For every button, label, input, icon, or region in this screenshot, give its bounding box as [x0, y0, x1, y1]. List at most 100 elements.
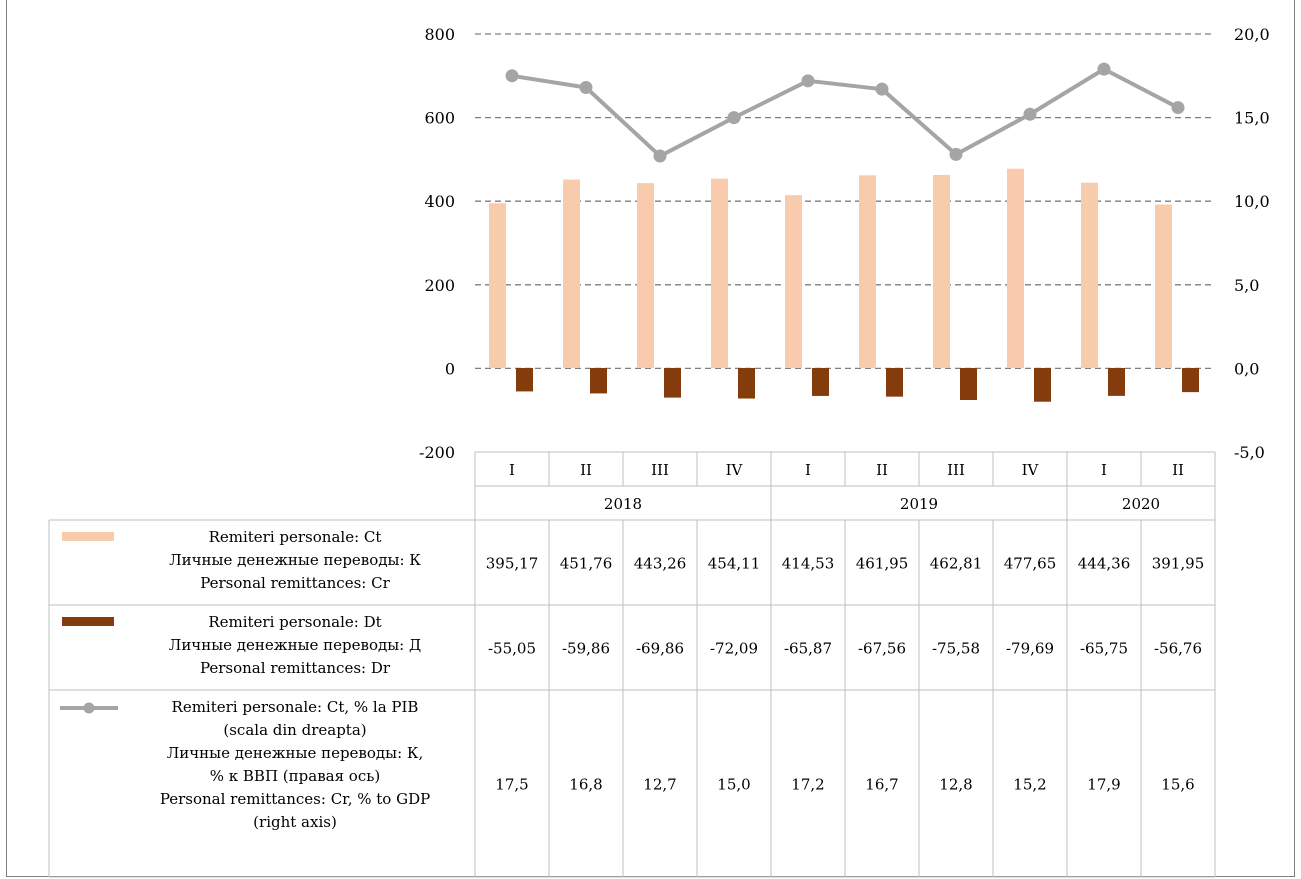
category-label: I — [509, 461, 515, 479]
line-point — [653, 149, 667, 163]
legend-label: Личные денежные переводы: К, — [167, 744, 424, 762]
bar-debit — [1182, 368, 1199, 393]
left-tick-label: 400 — [424, 192, 455, 211]
data-label: -67,56 — [858, 640, 906, 658]
left-tick-label: 0 — [445, 359, 455, 378]
data-label: -75,58 — [932, 640, 980, 658]
category-label: IV — [1022, 461, 1040, 479]
legend-label: Личные денежные переводы: Д — [169, 636, 421, 654]
bar-credit — [711, 178, 728, 368]
left-axis-ticks: 800 600 400 200 0 -200 — [419, 25, 455, 462]
data-label: -69,86 — [636, 640, 684, 658]
category-label: III — [947, 461, 965, 479]
bar-credit — [785, 195, 802, 368]
line-point — [727, 111, 741, 125]
data-label: 17,5 — [495, 776, 528, 794]
bar-credit — [563, 179, 580, 368]
right-tick-label: -5,0 — [1234, 443, 1265, 462]
year-label: 2018 — [604, 495, 642, 513]
data-label: 444,36 — [1078, 555, 1131, 573]
line-point — [579, 81, 593, 95]
gridlines — [475, 33, 1215, 453]
legend-label: Personal remittances: Dr — [200, 659, 391, 677]
category-label: III — [651, 461, 669, 479]
line-point — [875, 82, 889, 96]
bar-debit — [664, 368, 681, 398]
legend-label: Личные денежные переводы: К — [169, 551, 421, 569]
data-label: -55,05 — [488, 640, 536, 658]
data-label: -65,87 — [784, 640, 832, 658]
line-gdp-share — [511, 67, 1179, 159]
data-label: -65,75 — [1080, 640, 1128, 658]
data-label: 15,0 — [717, 776, 750, 794]
category-label: II — [876, 461, 888, 479]
data-label: 443,26 — [634, 555, 687, 573]
data-label: -56,76 — [1154, 640, 1202, 658]
line-point — [1171, 101, 1185, 115]
bar-credit — [637, 183, 654, 368]
bar-credit — [1007, 168, 1024, 368]
bar-credit — [1081, 182, 1098, 368]
right-tick-label: 10,0 — [1234, 192, 1270, 211]
legend-label: Personal remittances: Cr, % to GDP — [160, 790, 430, 808]
line-series — [505, 62, 1185, 163]
bar-debit — [960, 368, 977, 400]
line-point — [505, 69, 519, 83]
data-label: 451,76 — [560, 555, 613, 573]
legend-swatch — [62, 617, 114, 626]
data-label: 391,95 — [1152, 555, 1205, 573]
data-label: -79,69 — [1006, 640, 1054, 658]
bar-credit — [1155, 204, 1172, 368]
right-axis-ticks: 20,0 15,0 10,0 5,0 0,0 -5,0 — [1234, 25, 1270, 462]
data-label: 395,17 — [486, 555, 539, 573]
legend-label: Remiteri personale: Ct — [209, 528, 382, 546]
data-label: 15,2 — [1013, 776, 1046, 794]
year-label: 2019 — [900, 495, 938, 513]
legend-marker — [83, 702, 95, 714]
legend-label: % к ВВП (правая ось) — [210, 767, 381, 785]
data-label: 462,81 — [930, 555, 983, 573]
data-label: 477,65 — [1004, 555, 1057, 573]
right-tick-label: 0,0 — [1234, 359, 1259, 378]
bar-credit — [489, 203, 506, 368]
data-label: 12,7 — [643, 776, 676, 794]
line-point — [1097, 62, 1111, 76]
left-tick-label: 800 — [424, 25, 455, 44]
bar-debit — [516, 368, 533, 392]
data-label: -59,86 — [562, 640, 610, 658]
data-label: 461,95 — [856, 555, 909, 573]
category-label: I — [805, 461, 811, 479]
data-label: 454,11 — [708, 555, 761, 573]
legend-label: (right axis) — [253, 813, 337, 831]
bar-debit — [886, 368, 903, 397]
bar-credit — [859, 175, 876, 368]
data-label: -72,09 — [710, 640, 758, 658]
data-label: 17,2 — [791, 776, 824, 794]
line-point — [801, 74, 815, 88]
line-point — [949, 147, 963, 161]
data-label: 15,6 — [1161, 776, 1194, 794]
legend-label: (scala din dreapta) — [223, 721, 366, 739]
data-label: 17,9 — [1087, 776, 1120, 794]
bar-credit — [933, 174, 950, 368]
line-point — [1023, 107, 1037, 121]
legend-label: Remiteri personale: Ct, % la PIB — [172, 698, 419, 716]
bar-debit — [1108, 368, 1125, 396]
bars — [489, 168, 1199, 402]
category-label: IV — [726, 461, 744, 479]
data-label: 16,8 — [569, 776, 602, 794]
bar-debit — [738, 368, 755, 399]
left-tick-label: 600 — [424, 109, 455, 128]
left-tick-label: 200 — [424, 276, 455, 295]
bar-debit — [590, 368, 607, 394]
category-label: II — [580, 461, 592, 479]
year-label: 2020 — [1122, 495, 1160, 513]
bar-debit — [812, 368, 829, 396]
right-tick-label: 5,0 — [1234, 276, 1259, 295]
legend-label: Personal remittances: Cr — [200, 574, 390, 592]
right-tick-label: 20,0 — [1234, 25, 1270, 44]
data-label: 16,7 — [865, 776, 898, 794]
category-label: I — [1101, 461, 1107, 479]
